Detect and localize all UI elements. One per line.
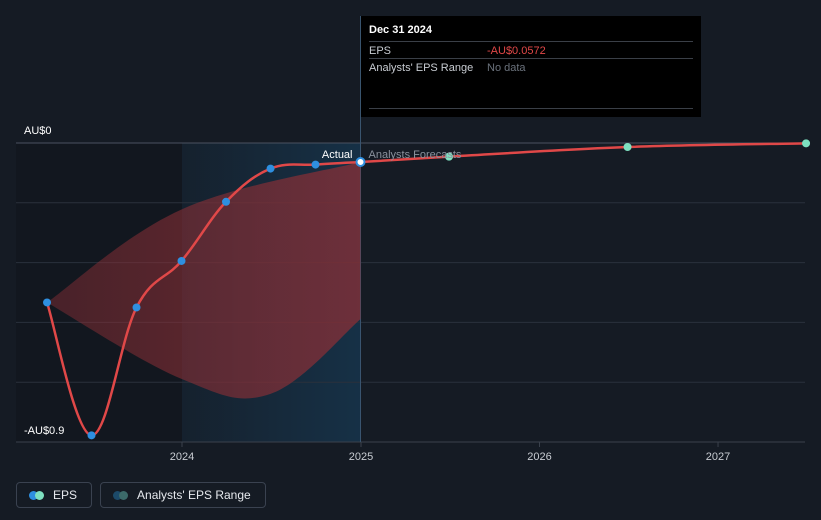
- actual-label: Actual: [322, 149, 353, 161]
- legend-range-label: Analysts' EPS Range: [137, 488, 251, 502]
- legend-item-eps[interactable]: EPS: [16, 482, 93, 508]
- y-axis-bottom-label: -AU$0.9: [24, 425, 64, 437]
- legend-item-range[interactable]: Analysts' EPS Range: [100, 482, 266, 508]
- eps-forecast-point: [623, 142, 632, 151]
- range-legend-icon: [113, 490, 129, 500]
- tooltip-range-value: No data: [487, 62, 526, 74]
- tooltip-row-eps: EPS -AU$0.0572: [369, 41, 693, 59]
- x-tick-label: 2026: [527, 451, 551, 463]
- x-tick-label: 2024: [170, 451, 194, 463]
- eps-actual-point: [222, 197, 231, 206]
- eps-actual-point: [87, 431, 96, 440]
- legend: EPS Analysts' EPS Range: [16, 482, 266, 508]
- tooltip-date: Dec 31 2024: [369, 24, 432, 36]
- x-tick-label: 2027: [706, 451, 730, 463]
- chart-canvas: AU$0 -AU$0.9 2024 2025 2026 2027 Actual Analyst…: [16, 16, 811, 463]
- tooltip: Dec 31 2024 EPS -AU$0.0572 Analysts' EPS…: [361, 16, 701, 117]
- eps-actual-point: [132, 303, 141, 312]
- eps-legend-icon: [29, 490, 45, 500]
- x-tick-label: 2025: [349, 451, 373, 463]
- legend-eps-label: EPS: [53, 488, 78, 502]
- tooltip-eps-label: EPS: [369, 45, 392, 57]
- y-axis-top-label: AU$0: [24, 125, 52, 137]
- eps-actual-point: [311, 160, 320, 169]
- eps-forecast-point: [445, 152, 454, 161]
- tooltip-range-label: Analysts' EPS Range: [369, 62, 474, 74]
- eps-actual-point: [266, 164, 275, 173]
- tooltip-eps-value: -AU$0.0572: [487, 45, 546, 57]
- eps-actual-point: [177, 256, 186, 265]
- eps-actual-point: [43, 298, 52, 307]
- eps-forecast-point: [802, 139, 811, 148]
- tooltip-row-range: Analysts' EPS Range No data: [369, 58, 693, 76]
- forecast-label: Analysts Forecasts: [369, 149, 462, 161]
- eps-actual-point: [355, 157, 366, 168]
- tooltip-divider: [369, 108, 693, 109]
- eps-forecast-line: [360, 142, 807, 164]
